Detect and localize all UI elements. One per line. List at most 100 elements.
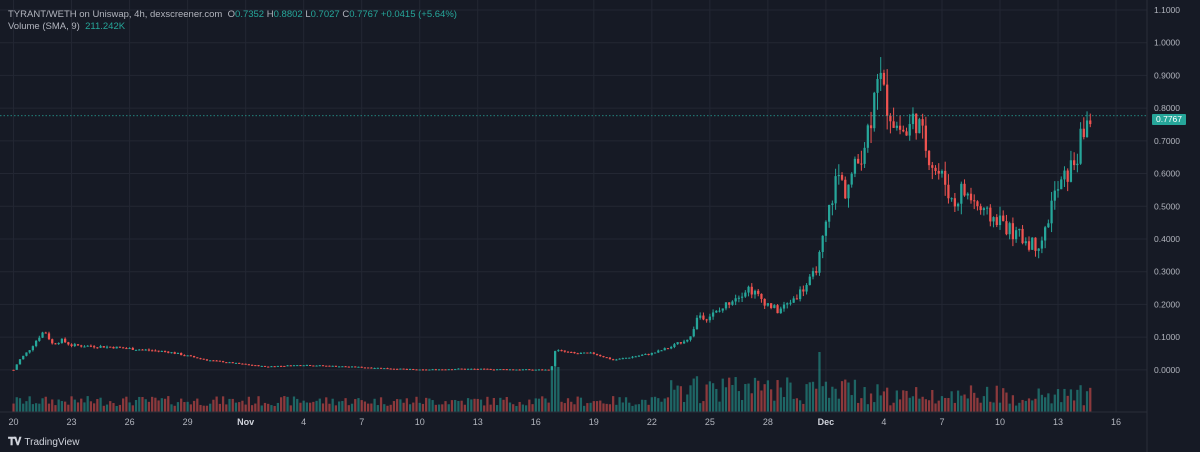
volume-bar [118, 404, 122, 412]
time-axis: 20 23 26 29 Nov 4 7 10 13 16 19 22 25 28 Dec 4 7 10 13 16 [9, 417, 1122, 427]
candle-body [544, 369, 547, 371]
candle-body [576, 353, 579, 355]
volume-bar [979, 402, 982, 412]
candle-body [86, 345, 89, 347]
candle-body [624, 357, 628, 359]
volume-bar [837, 398, 840, 412]
candle-body [631, 356, 634, 358]
candle-body [998, 215, 1002, 226]
volume-bar [612, 396, 615, 412]
volume-bar [470, 399, 473, 412]
volume-bar [895, 390, 898, 412]
candle-body [873, 92, 876, 129]
candle-body [773, 305, 776, 308]
candle-body [138, 349, 141, 351]
candle-body [647, 353, 650, 355]
candle-body [376, 367, 379, 369]
candle-body [779, 308, 782, 314]
candle-body [1034, 237, 1037, 251]
candle-body [847, 184, 850, 199]
volume-bar [660, 401, 663, 412]
candle-body [473, 368, 476, 370]
candle-body [1060, 179, 1063, 190]
volume-bar [576, 396, 579, 412]
volume-bar [795, 398, 799, 412]
y-tick-label: 1.1000 [1154, 5, 1180, 15]
candle-body [386, 368, 389, 370]
candle-body [731, 301, 734, 305]
candle-body [499, 369, 502, 371]
candle-body [305, 365, 309, 367]
tradingview-brand[interactable]: 𝐓𝐕 TradingView [8, 436, 79, 449]
candle-body [22, 355, 25, 360]
candle-body [973, 200, 976, 202]
volume-bar [734, 377, 737, 412]
volume-bar [792, 398, 795, 412]
volume-bar [892, 402, 895, 412]
candle-body [263, 365, 267, 367]
candle-body [44, 332, 47, 334]
volume-bar [138, 396, 141, 412]
candle-body [192, 355, 196, 358]
candle-body [1069, 160, 1073, 182]
volume-bar [70, 396, 73, 412]
candle-body [724, 302, 728, 309]
candle-body [950, 198, 953, 200]
volume-bar [34, 403, 38, 412]
candle-body [512, 369, 515, 371]
volume-bar [850, 395, 853, 412]
volume-bar [1037, 388, 1040, 412]
volume-bar [241, 400, 244, 412]
volume-bar [115, 405, 118, 412]
volume-bar [428, 398, 431, 412]
candle-body [338, 366, 341, 368]
candle-body [595, 353, 599, 355]
ohlc-row: TYRANT/WETH on Uniswap, 4h, dexscreener.… [8, 9, 457, 20]
volume-bar [454, 399, 457, 412]
volume-bar [947, 398, 950, 412]
x-tick-label: 13 [473, 417, 483, 427]
last-price-tag: 0.7767 [1152, 114, 1186, 125]
x-tick-label: 20 [9, 417, 19, 427]
y-tick-label: 0.0000 [1154, 365, 1180, 375]
candle-body [1053, 190, 1056, 201]
volume-bar [831, 386, 834, 412]
volume-bar [205, 405, 209, 412]
volume-bar [218, 403, 221, 412]
candle-body [692, 329, 695, 337]
candle-body [315, 365, 318, 367]
volume-bar [705, 384, 708, 412]
candle-body [699, 315, 702, 318]
candle-body [489, 368, 492, 370]
x-tick-label: 7 [939, 417, 944, 427]
volume-bar [105, 404, 109, 412]
volume-bar [473, 398, 476, 412]
candle-body [292, 365, 296, 367]
volume-bar [682, 402, 686, 412]
volume-bar [379, 397, 383, 412]
volume-bar [747, 383, 750, 412]
candle-body [1066, 170, 1069, 182]
candle-body [650, 353, 653, 355]
volume-bar [924, 399, 927, 412]
candle-body [270, 366, 273, 368]
candle-body [112, 346, 115, 349]
candle-body [763, 298, 766, 306]
volume-bar [31, 404, 35, 412]
volume-bar [931, 390, 934, 412]
volume-bar [460, 400, 463, 412]
candle-body [12, 369, 15, 371]
volume-bar [396, 399, 399, 412]
candle-body [167, 351, 170, 353]
candle-body [689, 336, 692, 340]
candle-body [982, 208, 986, 211]
volume-bar [699, 403, 702, 412]
candle-body [560, 350, 563, 352]
volume-bar [109, 401, 112, 412]
candle-body [257, 365, 260, 367]
candle-body [570, 351, 573, 353]
candle-body [1027, 241, 1031, 250]
candle-body [57, 343, 60, 345]
volume-bar [76, 402, 80, 412]
